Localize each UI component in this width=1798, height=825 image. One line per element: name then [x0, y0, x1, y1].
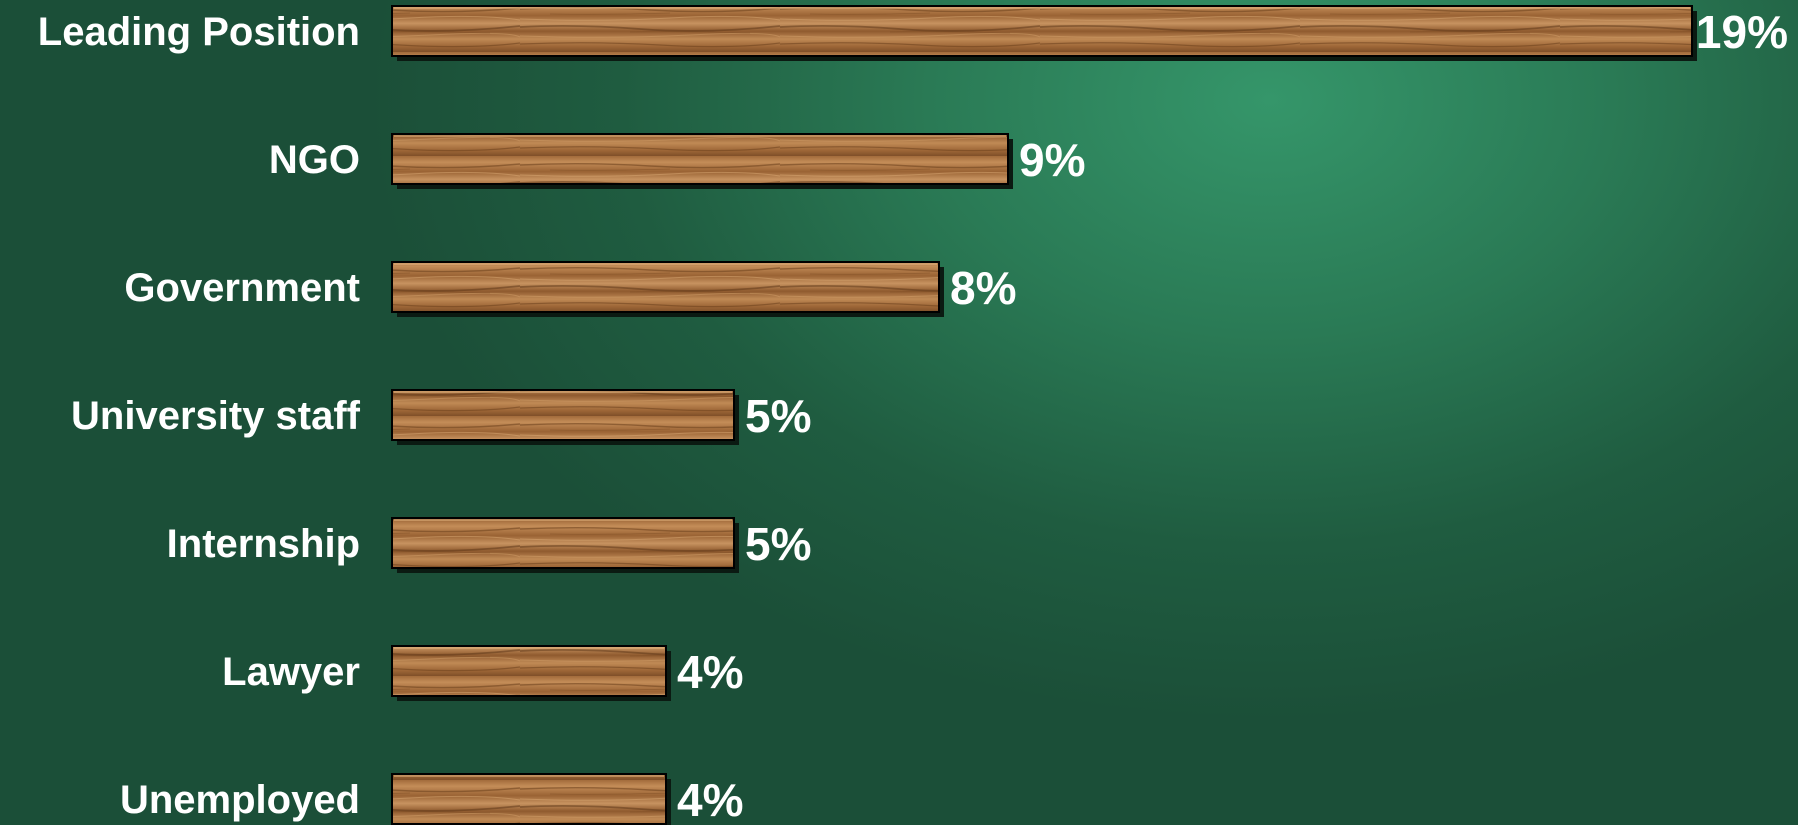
- value-label: 19%: [1696, 6, 1788, 58]
- category-label: Lawyer: [222, 650, 360, 694]
- category-label: NGO: [269, 138, 360, 182]
- bars-layer: Leading Position 19% NGO 9% Government 8% Univ…: [38, 5, 1788, 825]
- bar-group: NGO 9%: [269, 133, 1085, 189]
- category-label: University staff: [71, 394, 361, 438]
- bar-group: Leading Position 19%: [38, 5, 1788, 61]
- value-label: 5%: [745, 518, 811, 570]
- bar-group: Lawyer 4%: [222, 645, 743, 701]
- bar: [391, 5, 1693, 57]
- bar-group: Government 8%: [124, 261, 1016, 317]
- value-label: 4%: [677, 774, 743, 825]
- value-label: 5%: [745, 390, 811, 442]
- value-label: 9%: [1019, 134, 1085, 186]
- bar-group: Internship 5%: [167, 517, 811, 573]
- bar: [391, 645, 667, 697]
- bar: [391, 773, 667, 825]
- category-label: Government: [124, 266, 360, 310]
- bar-group: University staff 5%: [71, 389, 811, 445]
- bar: [391, 517, 735, 569]
- category-label: Internship: [167, 522, 360, 566]
- bar: [391, 261, 940, 313]
- value-label: 8%: [950, 262, 1016, 314]
- category-label: Unemployed: [120, 778, 360, 822]
- bar: [391, 389, 735, 441]
- bar-group: Unemployed 4%: [120, 773, 743, 825]
- category-label: Leading Position: [38, 10, 360, 54]
- bar: [391, 133, 1009, 185]
- value-label: 4%: [677, 646, 743, 698]
